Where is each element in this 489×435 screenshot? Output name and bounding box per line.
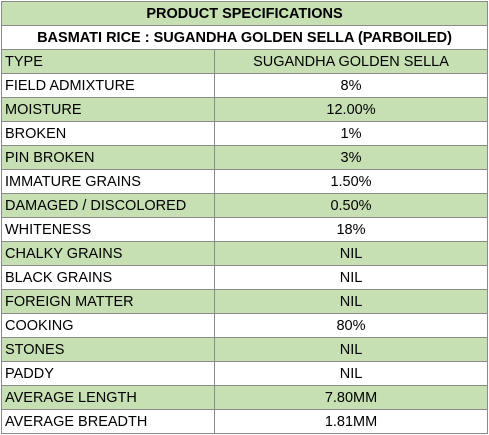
value-cell: 7.80MM (213, 385, 489, 410)
value-cell: 12.00% (213, 97, 489, 122)
value-cell: NIL (213, 241, 489, 266)
table-row: CHALKY GRAINS NIL (1, 241, 489, 266)
table-row: IMMATURE GRAINS 1.50% (1, 169, 489, 194)
value-cell: NIL (213, 361, 489, 386)
table-row: FIELD ADMIXTURE 8% (1, 73, 489, 98)
value-cell: NIL (213, 337, 489, 362)
param-cell: BLACK GRAINS (1, 265, 215, 290)
value-cell: 8% (213, 73, 489, 98)
table-row: AVERAGE BREADTH 1.81MM (1, 409, 489, 434)
param-cell: PIN BROKEN (1, 145, 215, 170)
value-cell: NIL (213, 289, 489, 314)
value-cell: 1.50% (213, 169, 489, 194)
table-row: WHITENESS 18% (1, 217, 489, 242)
table-row: PADDY NIL (1, 361, 489, 386)
param-cell: FIELD ADMIXTURE (1, 73, 215, 98)
param-cell: MOISTURE (1, 97, 215, 122)
table-row: DAMAGED / DISCOLORED 0.50% (1, 193, 489, 218)
subtitle-row: BASMATI RICE : SUGANDHA GOLDEN SELLA (PA… (0, 25, 489, 50)
value-cell: 3% (213, 145, 489, 170)
param-cell: PADDY (1, 361, 215, 386)
table-row: FOREIGN MATTER NIL (1, 289, 489, 314)
table-row: PIN BROKEN 3% (1, 145, 489, 170)
header-param-cell: TYPE (1, 49, 215, 74)
table-row: BLACK GRAINS NIL (1, 265, 489, 290)
table-subtitle: BASMATI RICE : SUGANDHA GOLDEN SELLA (PA… (0, 25, 489, 50)
value-cell: NIL (213, 265, 489, 290)
value-cell: 1% (213, 121, 489, 146)
param-cell: DAMAGED / DISCOLORED (1, 193, 215, 218)
value-cell: 80% (213, 313, 489, 338)
param-cell: IMMATURE GRAINS (1, 169, 215, 194)
param-cell: COOKING (1, 313, 215, 338)
param-cell: BROKEN (1, 121, 215, 146)
param-cell: AVERAGE LENGTH (1, 385, 215, 410)
table-row: COOKING 80% (1, 313, 489, 338)
value-cell: 18% (213, 217, 489, 242)
table-row: AVERAGE LENGTH 7.80MM (1, 385, 489, 410)
title-row: PRODUCT SPECIFICATIONS (0, 1, 489, 26)
table-row: MOISTURE 12.00% (1, 97, 489, 122)
value-cell: 0.50% (213, 193, 489, 218)
param-cell: AVERAGE BREADTH (1, 409, 215, 434)
value-cell: 1.81MM (213, 409, 489, 434)
param-cell: WHITENESS (1, 217, 215, 242)
header-row: TYPE SUGANDHA GOLDEN SELLA (1, 49, 489, 74)
table-row: STONES NIL (1, 337, 489, 362)
param-cell: CHALKY GRAINS (1, 241, 215, 266)
param-cell: FOREIGN MATTER (1, 289, 215, 314)
param-cell: STONES (1, 337, 215, 362)
table-title: PRODUCT SPECIFICATIONS (0, 1, 489, 26)
table-row: BROKEN 1% (1, 121, 489, 146)
header-value-cell: SUGANDHA GOLDEN SELLA (213, 49, 489, 74)
